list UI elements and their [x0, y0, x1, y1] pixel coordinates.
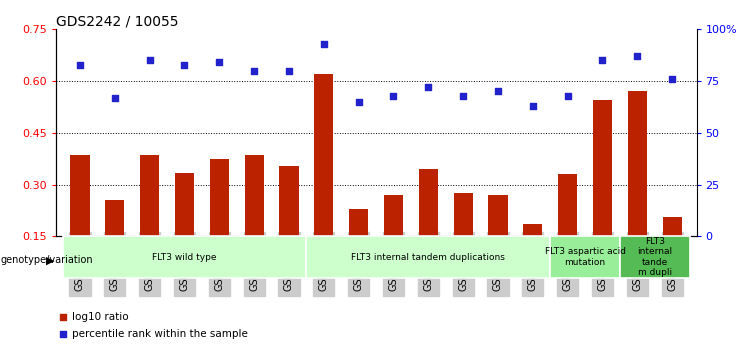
Text: FLT3
internal
tande
m dupli: FLT3 internal tande m dupli — [637, 237, 672, 277]
Bar — [628, 91, 647, 288]
Point — [109, 95, 121, 100]
Bar — [279, 166, 299, 288]
Text: FLT3 aspartic acid
mutation: FLT3 aspartic acid mutation — [545, 247, 625, 267]
Bar — [306, 236, 551, 278]
Bar — [620, 236, 690, 278]
Bar — [384, 195, 403, 288]
Point — [597, 58, 608, 63]
Point — [74, 62, 86, 67]
Point — [492, 89, 504, 94]
Point — [422, 85, 434, 90]
Text: FLT3 wild type: FLT3 wild type — [152, 253, 216, 262]
Point — [248, 68, 260, 73]
Bar — [419, 169, 438, 288]
Point — [388, 93, 399, 98]
Bar — [175, 172, 194, 288]
Bar — [210, 159, 229, 288]
Point — [283, 68, 295, 73]
Text: genotype/variation: genotype/variation — [1, 256, 93, 265]
Bar — [558, 174, 577, 288]
Point — [353, 99, 365, 105]
Point — [318, 41, 330, 47]
Point — [527, 103, 539, 109]
Point — [57, 314, 69, 319]
Point — [213, 60, 225, 65]
Bar — [523, 224, 542, 288]
Bar — [349, 209, 368, 288]
Bar — [314, 74, 333, 288]
Bar — [453, 193, 473, 288]
Text: GDS2242 / 10055: GDS2242 / 10055 — [56, 14, 178, 28]
Point — [631, 53, 643, 59]
Text: percentile rank within the sample: percentile rank within the sample — [73, 329, 248, 339]
Point — [57, 331, 69, 337]
Bar — [62, 236, 306, 278]
Bar — [593, 100, 612, 288]
Bar — [105, 200, 124, 288]
Bar — [662, 217, 682, 288]
Text: FLT3 internal tandem duplications: FLT3 internal tandem duplications — [351, 253, 505, 262]
Point — [666, 76, 678, 82]
Point — [179, 62, 190, 67]
Bar — [488, 195, 508, 288]
Point — [144, 58, 156, 63]
Bar — [70, 155, 90, 288]
Point — [562, 93, 574, 98]
Bar — [245, 155, 264, 288]
Text: ▶: ▶ — [46, 256, 54, 265]
Point — [457, 93, 469, 98]
Bar — [551, 236, 620, 278]
Text: log10 ratio: log10 ratio — [73, 312, 129, 322]
Bar — [140, 155, 159, 288]
